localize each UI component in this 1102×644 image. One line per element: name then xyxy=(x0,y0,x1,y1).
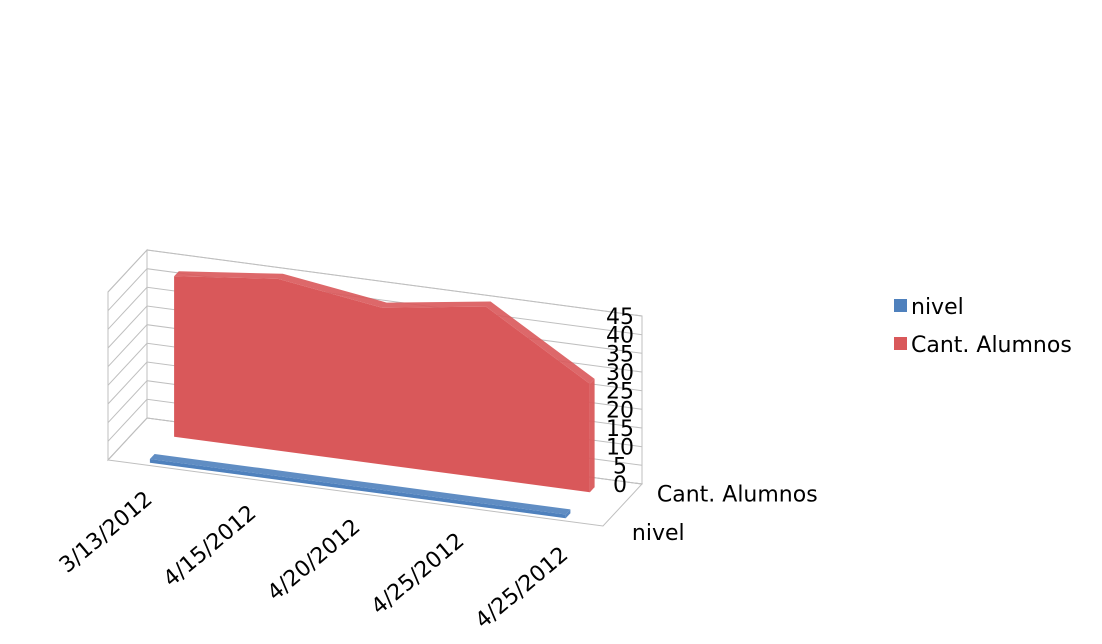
series-area-side xyxy=(565,509,571,519)
y-tick-label: 45 xyxy=(606,305,634,330)
depth-label: Cant. Alumnos xyxy=(657,482,818,507)
y-tick-label: 30 xyxy=(606,361,634,386)
side-wall xyxy=(107,248,148,462)
y-tick-label: 15 xyxy=(606,417,634,442)
x-tick-label: 3/13/2012 xyxy=(55,487,157,579)
legend-label: nivel xyxy=(911,295,964,320)
x-tick-label: 4/25/2012 xyxy=(471,542,573,634)
legend-swatch xyxy=(894,337,907,350)
y-tick-label: 40 xyxy=(606,324,634,349)
depth-label: nivel xyxy=(632,521,685,546)
depth-axis: Cant. Alumnos nivel xyxy=(632,482,818,546)
x-tick-label: 4/20/2012 xyxy=(263,514,365,606)
gridline xyxy=(107,249,643,317)
legend-label: Cant. Alumnos xyxy=(911,333,1072,358)
series-area-top xyxy=(149,454,571,515)
series-area xyxy=(149,459,566,519)
y-tick-label: 35 xyxy=(606,342,634,367)
x-tick-label: 4/15/2012 xyxy=(159,501,261,593)
legend: nivel Cant. Alumnos xyxy=(894,295,1072,358)
y-tick-label: 0 xyxy=(613,473,627,498)
series-area xyxy=(174,276,590,493)
y-tick-label: 10 xyxy=(606,436,634,461)
y-tick-label: 20 xyxy=(606,398,634,423)
y-tick-label: 25 xyxy=(606,380,634,405)
series-area-side xyxy=(589,378,595,493)
series-areas xyxy=(149,271,595,519)
legend-swatch xyxy=(894,299,907,312)
x-tick-label: 4/25/2012 xyxy=(367,528,469,620)
y-tick-label: 5 xyxy=(613,454,627,479)
